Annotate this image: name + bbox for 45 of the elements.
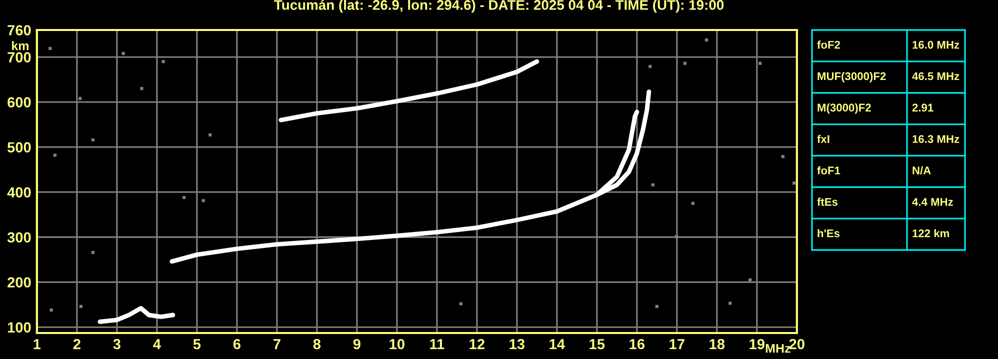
x-tick-label: 18 — [710, 338, 725, 350]
text: fxI — [817, 134, 830, 143]
y-tick-label: 500 — [7, 142, 31, 152]
text: MUF(3000)F2 — [818, 72, 886, 82]
text: 122 km — [912, 229, 949, 238]
x-tick-label: 8 — [313, 338, 321, 350]
y-tick-label: 700 — [8, 52, 31, 62]
x-tick-label: 17 — [670, 339, 684, 350]
text: 4.4 MHz — [912, 198, 953, 206]
x-tick-label: 2 — [73, 338, 80, 350]
x-tick-label: 19 — [750, 338, 764, 350]
x-tick-label: 1 — [34, 339, 41, 350]
x-tick-label: 13 — [510, 338, 524, 350]
x-tick-label: 12 — [470, 338, 484, 350]
y-tick-label: 400 — [7, 187, 31, 198]
y-tick-label: 760 — [8, 25, 31, 36]
x-tick-label: 5 — [193, 339, 201, 350]
x-tick-label: 15 — [590, 339, 605, 350]
text: N/A — [912, 166, 931, 175]
y-tick-label: 100 — [8, 322, 31, 333]
y-axis-title: km — [12, 41, 28, 50]
y-tick-label: 200 — [8, 277, 31, 288]
x-tick-label: 20 — [789, 338, 804, 350]
x-axis-title: MHz — [766, 344, 790, 353]
text: 46.5 MHz — [912, 72, 960, 80]
x-tick-label: 10 — [390, 338, 404, 350]
x-tick-label: 3 — [113, 338, 120, 350]
text: foF1 — [817, 166, 840, 174]
x-tick-label: 14 — [550, 339, 565, 350]
x-tick-label: 11 — [430, 339, 444, 350]
x-tick-label: 6 — [233, 338, 240, 350]
text: ftEs — [817, 198, 838, 206]
text: M(3000)F2 — [818, 103, 871, 114]
x-tick-label: 4 — [153, 339, 161, 350]
y-tick-label: 600 — [8, 97, 31, 108]
x-tick-label: 16 — [630, 338, 644, 350]
x-tick-label: 9 — [353, 338, 360, 350]
chart-title: Tucumán (lat: -26.9, lon: 294.6) - DATE: 2025 04 04 - TIME (UT): 19:00 — [274, 0, 724, 13]
text: h'Es — [818, 229, 840, 238]
y-tick-label: 300 — [7, 232, 31, 243]
text: 16.0 MHz — [912, 40, 960, 49]
text: 16.3 MHz — [912, 135, 960, 143]
text: 2.91 — [912, 104, 934, 112]
text: foF2 — [817, 40, 840, 49]
x-tick-label: 7 — [273, 339, 280, 350]
